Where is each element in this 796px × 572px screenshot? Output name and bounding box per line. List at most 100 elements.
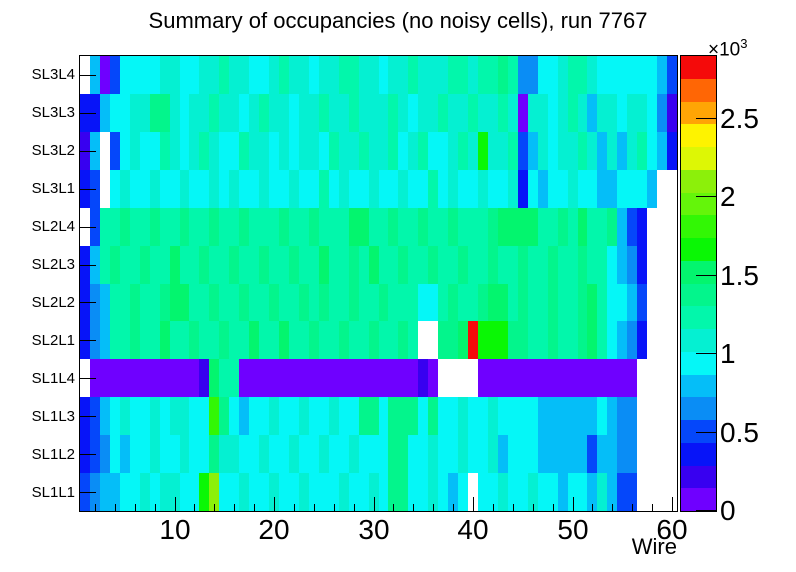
heatmap-cell xyxy=(558,359,568,397)
heatmap-cell xyxy=(219,208,229,246)
heatmap-cell xyxy=(130,397,140,435)
heatmap-cell xyxy=(199,284,209,321)
heatmap-cell xyxy=(289,132,299,170)
heatmap-cell xyxy=(438,321,448,359)
heatmap-cell xyxy=(309,246,319,284)
heatmap-cell xyxy=(229,94,239,132)
heatmap-cell xyxy=(568,284,578,321)
x-axis-minor-tick xyxy=(354,504,355,511)
x-axis-label: 30 xyxy=(358,514,390,545)
x-axis-minor-tick xyxy=(234,504,235,511)
heatmap-cell xyxy=(229,435,239,473)
heatmap-cell xyxy=(408,284,418,321)
heatmap-cell xyxy=(568,246,578,284)
heatmap-cell xyxy=(568,473,578,511)
heatmap-cell xyxy=(597,56,607,94)
y-axis-label: SL2L1 xyxy=(31,332,75,349)
heatmap-cell xyxy=(259,94,269,132)
heatmap-cell xyxy=(508,208,518,246)
y-axis-label: SL3L3 xyxy=(31,104,75,121)
heatmap-cell xyxy=(189,473,199,511)
heatmap-cell xyxy=(458,435,468,473)
heatmap-cell xyxy=(249,473,259,511)
heatmap-cell xyxy=(249,132,259,170)
heatmap-cell xyxy=(418,132,428,170)
heatmap-cell xyxy=(558,94,568,132)
heatmap-cell xyxy=(498,170,508,208)
heatmap-cell xyxy=(259,359,269,397)
heatmap-cell xyxy=(627,246,637,284)
heatmap-cell xyxy=(259,208,269,246)
heatmap-cell xyxy=(299,94,309,132)
heatmap-cell xyxy=(379,359,388,397)
x-axis-minor-tick xyxy=(533,504,534,511)
heatmap-cell xyxy=(518,94,528,132)
heatmap-cell xyxy=(269,435,279,473)
heatmap-cell xyxy=(339,321,349,359)
heatmap-cell xyxy=(199,359,209,397)
heatmap-cell xyxy=(607,321,617,359)
heatmap-cell xyxy=(478,170,488,208)
heatmap-cell xyxy=(488,321,498,359)
heatmap-cell xyxy=(379,56,388,94)
heatmap-cell xyxy=(259,170,269,208)
heatmap-cell xyxy=(279,473,289,511)
heatmap-cell xyxy=(219,132,229,170)
heatmap-cell xyxy=(349,284,359,321)
heatmap-cell xyxy=(607,132,617,170)
heatmap-cell xyxy=(488,284,498,321)
heatmap-cell xyxy=(528,284,538,321)
heatmap-cell xyxy=(379,397,388,435)
heatmap-cell xyxy=(597,284,607,321)
y-axis-tick xyxy=(80,454,96,455)
heatmap-cell xyxy=(518,321,528,359)
heatmap-cell xyxy=(170,246,180,284)
x-axis-minor-tick xyxy=(115,504,116,511)
heatmap-cell xyxy=(498,246,508,284)
heatmap-cell xyxy=(239,170,249,208)
heatmap-cell xyxy=(339,359,349,397)
heatmap-cell xyxy=(508,321,518,359)
heatmap-cell xyxy=(369,284,379,321)
heatmap-cell xyxy=(498,359,508,397)
heatmap-cell xyxy=(349,359,359,397)
heatmap-cell xyxy=(498,208,508,246)
heatmap-cell xyxy=(180,284,189,321)
heatmap-cell xyxy=(388,435,398,473)
heatmap-cell xyxy=(209,56,219,94)
heatmap-cell xyxy=(548,132,558,170)
heatmap-cell xyxy=(329,473,339,511)
heatmap-cell xyxy=(279,132,289,170)
heatmap-cell xyxy=(170,359,180,397)
heatmap-cell xyxy=(548,170,558,208)
heatmap-cell xyxy=(657,132,667,170)
heatmap-cell xyxy=(269,208,279,246)
x-axis-label: 60 xyxy=(656,514,688,545)
heatmap-cell xyxy=(140,132,150,170)
heatmap-cell xyxy=(359,397,369,435)
heatmap-cell xyxy=(478,94,488,132)
heatmap-cell xyxy=(209,435,219,473)
heatmap-cell xyxy=(180,473,189,511)
heatmap-cell xyxy=(448,473,458,511)
y-axis-label: SL3L4 xyxy=(31,66,75,83)
heatmap-cell xyxy=(339,246,349,284)
y-axis-tick xyxy=(80,492,96,493)
x-axis-major-tick xyxy=(374,497,375,511)
heatmap-cell xyxy=(558,246,568,284)
x-axis-minor-tick xyxy=(453,504,454,511)
heatmap-cell xyxy=(538,397,548,435)
heatmap-cell xyxy=(349,208,359,246)
heatmap-cell xyxy=(189,359,199,397)
heatmap-cell xyxy=(289,56,299,94)
heatmap-cell xyxy=(170,170,180,208)
heatmap-cell xyxy=(468,208,478,246)
heatmap-cell xyxy=(299,246,309,284)
heatmap-cell xyxy=(299,473,309,511)
heatmap-cell xyxy=(309,473,319,511)
heatmap-cell xyxy=(528,94,538,132)
heatmap-cell xyxy=(508,284,518,321)
heatmap-cell xyxy=(379,473,388,511)
heatmap-cell xyxy=(558,170,568,208)
y-axis-tick xyxy=(80,265,96,266)
